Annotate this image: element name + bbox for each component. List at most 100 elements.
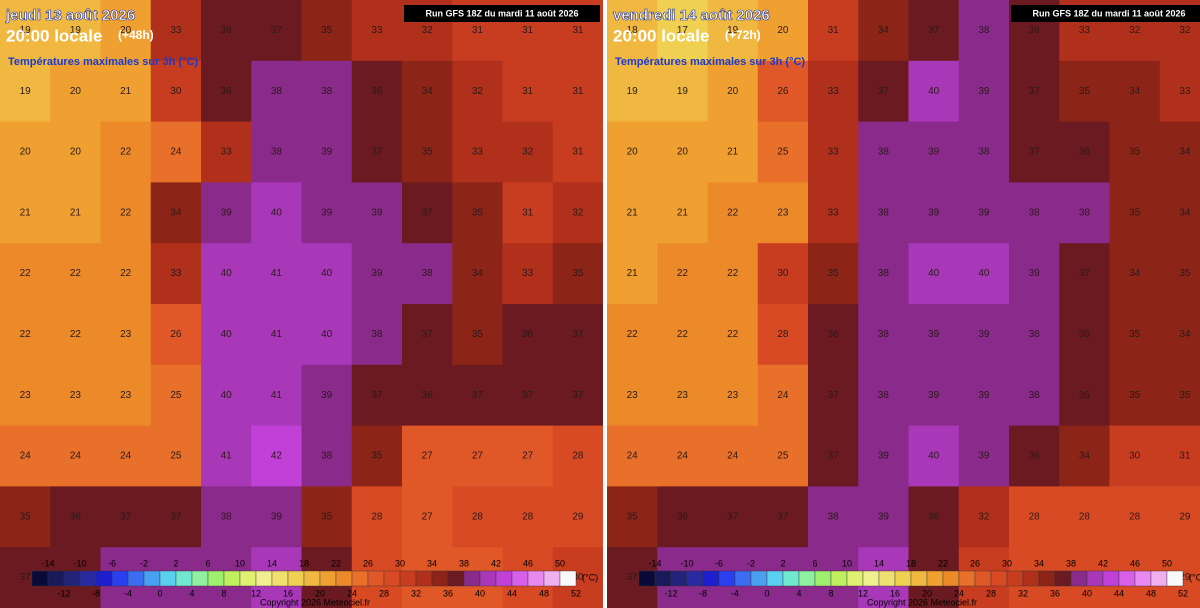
temp-value: 38 [1029, 390, 1041, 401]
temp-cell [858, 304, 909, 366]
temp-cell [1159, 121, 1200, 183]
colorbar-swatch [782, 570, 800, 587]
colorbar-swatch [431, 570, 449, 587]
colorbar-label-bottom: 12 [251, 588, 261, 598]
temp-cell [0, 60, 51, 123]
temp-cell [452, 486, 503, 548]
temp-value: 37 [928, 25, 940, 36]
temp-cell [452, 121, 503, 183]
temp-value: 23 [70, 390, 82, 401]
temp-cell [707, 0, 759, 62]
temp-cell [351, 425, 403, 487]
temp-cell [908, 243, 960, 305]
temp-cell [402, 121, 453, 183]
map-subtitle: Températures maximales sur 3h (°C) [615, 56, 805, 68]
temp-value: 23 [627, 390, 639, 401]
colorbar-label-bottom: 8 [828, 588, 833, 598]
colorbar-swatch [958, 570, 976, 587]
temp-cell [251, 304, 302, 366]
temp-value: 27 [422, 511, 434, 522]
temp-value: 32 [422, 25, 434, 36]
colorbar-label-top: 6 [812, 558, 817, 568]
colorbar-swatch [974, 570, 992, 587]
temp-value: 39 [978, 451, 990, 462]
temp-cell [657, 425, 708, 487]
temp-cell [50, 304, 101, 366]
colorbar-swatch [1086, 570, 1104, 587]
temp-value: 40 [321, 268, 333, 279]
temp-value: 21 [627, 268, 639, 279]
temp-value: 38 [321, 86, 333, 97]
temp-value: 32 [572, 207, 584, 218]
temp-cell [908, 364, 960, 427]
colorbar-label-bottom: 16 [283, 588, 293, 598]
colorbar-swatch [670, 570, 688, 587]
temp-cell [858, 60, 909, 123]
temp-value: 33 [522, 268, 534, 279]
temp-cell [1009, 243, 1060, 305]
colorbar-label-top: -6 [715, 558, 723, 568]
temp-cell [958, 486, 1010, 548]
temp-value: 27 [422, 451, 434, 462]
temp-cell [607, 0, 658, 62]
temp-cell [552, 60, 604, 123]
temp-cell [1109, 304, 1161, 366]
colorbar-label-top: 22 [331, 558, 341, 568]
temp-value: 22 [70, 268, 82, 279]
temp-value: 24 [120, 451, 132, 462]
colorbar-label-top: -10 [73, 558, 86, 568]
temp-cell [0, 243, 51, 305]
temp-cell [351, 60, 403, 123]
temp-cell [301, 364, 353, 427]
temp-cell [251, 60, 302, 123]
temp-value: 38 [1029, 329, 1041, 340]
temp-value: 38 [321, 451, 333, 462]
temp-cell [201, 486, 252, 548]
copyright: Copyright 2026 Meteociel.fr [867, 597, 977, 607]
colorbar-label-top: 14 [267, 558, 277, 568]
temp-cell [301, 304, 353, 366]
temp-cell [958, 243, 1010, 305]
temp-value: 21 [677, 207, 689, 218]
temp-value: 37 [777, 511, 789, 522]
colorbar-swatch [894, 570, 912, 587]
temp-value: 37 [271, 25, 283, 36]
temp-value: 35 [321, 25, 333, 36]
temp-cell [452, 425, 503, 487]
temp-cell [958, 364, 1010, 427]
temp-value: 37 [422, 329, 434, 340]
temp-value: 36 [422, 390, 434, 401]
temp-cell [858, 364, 909, 427]
colorbar-label-top: 38 [1066, 558, 1076, 568]
temp-cell [657, 304, 708, 366]
temp-cell [1009, 425, 1060, 487]
temp-value: 25 [170, 390, 182, 401]
temp-value: 37 [371, 147, 383, 158]
temp-value: 33 [1079, 25, 1091, 36]
colorbar-swatch [878, 570, 896, 587]
colorbar-swatch [559, 570, 577, 587]
temp-value: 24 [170, 147, 182, 158]
colorbar-swatch [271, 570, 289, 587]
temp-value: 37 [1079, 268, 1091, 279]
temp-cell [607, 182, 658, 244]
temp-value: 36 [221, 86, 233, 97]
temp-value: 22 [120, 207, 132, 218]
run-box [1011, 5, 1200, 22]
colorbar-label-top: 38 [459, 558, 469, 568]
temp-cell [1059, 243, 1110, 305]
temp-cell [1059, 182, 1110, 244]
temp-cell [1159, 60, 1200, 123]
temp-cell [707, 364, 759, 427]
temp-value: 35 [20, 511, 32, 522]
temp-cell [201, 60, 252, 123]
temp-cell [402, 486, 453, 548]
temp-value: 31 [572, 147, 584, 158]
temp-cell [502, 486, 554, 548]
temp-cell [351, 182, 403, 244]
colorbar-label-bottom: 0 [764, 588, 769, 598]
colorbar-label-bottom: 32 [1018, 588, 1028, 598]
temp-cell [1109, 121, 1161, 183]
temp-value: 40 [928, 451, 940, 462]
temp-value: 37 [1029, 147, 1041, 158]
